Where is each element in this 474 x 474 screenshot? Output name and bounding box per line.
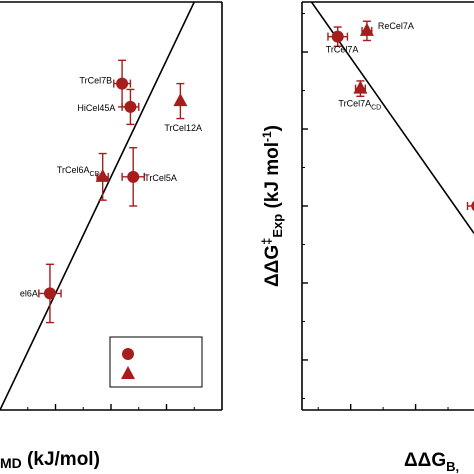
left-point-trcel6a: TrCel6ACD xyxy=(57,152,110,201)
left-fit-line xyxy=(0,2,196,410)
left-point-marker xyxy=(43,287,56,300)
left-point-label-main: TrCel7B xyxy=(79,76,112,86)
right-point-marker xyxy=(353,80,368,94)
left-point-label-main: TrCel6A xyxy=(57,165,90,175)
left-point-label-main: TrCel12A xyxy=(164,123,202,133)
right-point: TrCel7ACD xyxy=(338,80,381,112)
left-point-label: TrCel6ACD xyxy=(57,165,100,178)
left-point-el6a: el6A xyxy=(20,263,62,324)
right-y-axis-title-sub: Exp xyxy=(270,214,285,238)
left-x-axis-title-sub: MD xyxy=(0,455,22,471)
right-point: ReCel7A xyxy=(359,20,414,42)
right-y-axis-title-dagger: ‡ xyxy=(259,238,274,245)
right-y-axis-title-sup: -1 xyxy=(260,131,274,142)
left-point-label: HiCel45A xyxy=(77,103,115,113)
right-point: TrCel7A xyxy=(326,26,359,55)
right-point-marker xyxy=(471,200,474,212)
legend-marker xyxy=(122,348,134,360)
left-point-trcel5a: TrCel5A xyxy=(121,147,177,207)
right-point-label: ReCel7A xyxy=(378,21,414,31)
right-point-label: TrCel7ACD xyxy=(338,99,381,112)
left-point-label-main: TrCel5A xyxy=(144,173,177,183)
right-point-marker xyxy=(331,30,344,43)
right-point-marker xyxy=(359,22,374,36)
right-x-axis-title-sub: B, xyxy=(446,459,459,474)
left-point-label-sub: CD xyxy=(90,171,100,178)
right-point-label-main: TrCel7A xyxy=(338,99,371,109)
left-x-axis-title: MD (kJ/mol) xyxy=(0,449,100,471)
right-point-label-main: TrCel7A xyxy=(326,45,359,55)
left-point-label: TrCel7B xyxy=(79,76,112,86)
left-point-marker xyxy=(124,100,137,113)
left-point-marker xyxy=(95,168,110,182)
left-point-label-main: HiCel45A xyxy=(77,103,115,113)
right-y-axis-title-close: ) xyxy=(262,125,283,131)
right-x-axis-title-main: ΔΔG xyxy=(404,450,446,471)
left-point-label-main: el6A xyxy=(20,288,38,298)
legend-marker xyxy=(121,366,135,379)
left-panel: TrCel7B HiCel45A TrCel6ACD TrCel5A TrCel12A e… xyxy=(0,1,223,471)
right-point-label-main: ReCel7A xyxy=(378,21,414,31)
right-point-label-sub: CD xyxy=(371,105,381,112)
right-point-label: TrCel7A xyxy=(326,45,359,55)
right-y-axis-title: ΔΔG‡Exp (kJ mol-1) xyxy=(259,125,285,287)
legend xyxy=(109,336,203,388)
legend-box xyxy=(109,336,203,388)
right-x-axis-title: ΔΔGB, xyxy=(404,450,459,474)
right-y-axis-title-unit: (kJ mol xyxy=(262,142,283,214)
left-point-trcel12a: TrCel12A xyxy=(164,82,202,133)
right-point xyxy=(466,200,474,212)
left-point-label: TrCel12A xyxy=(164,123,202,133)
left-point-label: el6A xyxy=(20,288,38,298)
left-point-hicel45a: HiCel45A xyxy=(77,88,140,126)
left-point-marker xyxy=(127,170,140,183)
left-point-trcel7b: TrCel7B xyxy=(79,59,132,108)
left-x-axis-title-unit: (kJ/mol) xyxy=(22,449,100,470)
left-point-marker xyxy=(116,77,129,90)
right-y-axis-title-main: ΔΔG xyxy=(262,245,283,287)
left-point-marker xyxy=(173,93,188,107)
right-fit-line xyxy=(310,2,474,234)
left-point-label: TrCel5A xyxy=(144,173,177,183)
